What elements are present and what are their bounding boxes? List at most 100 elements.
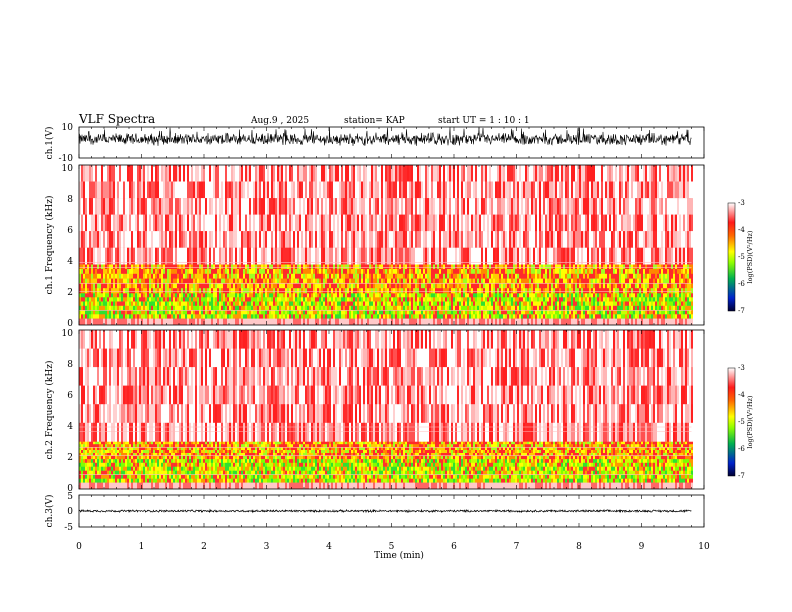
spectrogram-cell — [503, 310, 505, 315]
spectrogram-cell — [557, 214, 559, 232]
spectrogram-cell — [181, 181, 183, 199]
spectrogram-cell — [451, 288, 453, 294]
spectrogram-cell — [565, 293, 567, 298]
spectrogram-cell — [87, 305, 89, 311]
spectrogram-cell — [449, 181, 451, 199]
spectrogram-cell — [189, 214, 191, 232]
spectrogram-cell — [489, 247, 491, 265]
spectrogram-cell — [503, 181, 505, 199]
spectrogram-cell — [369, 283, 371, 289]
spectrogram-cell — [205, 283, 207, 289]
spectrogram-cell — [141, 214, 143, 232]
spectrogram-cell — [379, 273, 381, 279]
spectrogram-cell — [533, 264, 535, 270]
spectrogram-cell — [377, 214, 379, 232]
spectrogram-cell — [147, 288, 149, 294]
spectrogram-cell — [307, 165, 309, 182]
spectrogram-cell — [377, 301, 379, 307]
spectrogram-cell — [265, 297, 267, 302]
spectrogram-cell — [87, 231, 89, 248]
spectrogram-cell — [571, 288, 573, 294]
spectrogram-cell — [281, 310, 283, 315]
spectrogram-cell — [587, 269, 589, 275]
spectrogram-cell — [217, 165, 219, 182]
spectrogram-cell — [277, 305, 279, 311]
spectrogram-cell — [507, 273, 509, 279]
spectrogram-cell — [161, 165, 163, 182]
spectrogram-cell — [473, 318, 475, 325]
spectrogram-cell — [127, 314, 129, 319]
spectrogram-cell — [323, 297, 325, 302]
spectrogram-cell — [439, 310, 441, 315]
spectrogram-cell — [79, 310, 81, 315]
spectrogram-cell — [251, 165, 253, 182]
spectrogram-cell — [345, 288, 347, 294]
spectrogram-cell — [411, 310, 413, 315]
spectrogram-cell — [323, 283, 325, 289]
spectrogram-cell — [225, 297, 227, 302]
spectrogram-cell — [183, 165, 185, 182]
spectrogram-cell — [495, 293, 497, 298]
spectrogram-cell — [143, 269, 145, 275]
spectrogram-cell — [327, 310, 329, 315]
spectrogram-cell — [533, 247, 535, 265]
spectrogram-cell — [509, 278, 511, 284]
spectrogram-cell — [199, 165, 201, 182]
spectrogram-cell — [153, 305, 155, 311]
spectrogram-cell — [253, 214, 255, 232]
spectrogram-cell — [241, 165, 243, 182]
spectrogram-cell — [275, 264, 277, 270]
spectrogram-cell — [347, 165, 349, 182]
spectrogram-cell — [309, 297, 311, 302]
spectrogram-cell — [261, 293, 263, 298]
spectrogram-cell — [97, 181, 99, 199]
spectrogram-cell — [279, 288, 281, 294]
spectrogram-cell — [491, 247, 493, 265]
spectrogram-cell — [253, 231, 255, 248]
spectrogram-cell — [441, 181, 443, 199]
spectrogram-cell — [161, 269, 163, 275]
spectrogram-cell — [91, 214, 93, 232]
spectrogram-cell — [549, 214, 551, 232]
spectrogram-cell — [269, 231, 271, 248]
spectrogram-cell — [265, 165, 267, 182]
spectrogram-cell — [437, 297, 439, 302]
spectrogram-cell — [203, 283, 205, 289]
spectrogram-cell — [239, 297, 241, 302]
spectrogram-cell — [387, 165, 389, 182]
spectrogram-cell — [393, 318, 395, 325]
spectrogram-cell — [141, 181, 143, 199]
spectrogram-cell — [355, 247, 357, 265]
spectrogram-cell — [249, 198, 251, 215]
spectrogram-cell — [373, 314, 375, 319]
spectrogram-cell — [159, 310, 161, 315]
spectrogram-cell — [279, 198, 281, 215]
spectrogram-cell — [89, 264, 91, 270]
spectrogram-cell — [247, 297, 249, 302]
spectrogram-cell — [385, 264, 387, 270]
spectrogram-cell — [181, 264, 183, 270]
spectrogram-cell — [509, 297, 511, 302]
spectrogram-cell — [413, 283, 415, 289]
spectrogram-cell — [111, 288, 113, 294]
spectrogram-cell — [539, 314, 541, 319]
spectrogram-cell — [97, 283, 99, 289]
spectrogram-cell — [221, 247, 223, 265]
spectrogram-cell — [119, 273, 121, 279]
spectrogram-cell — [449, 269, 451, 275]
spectrogram-cell — [597, 293, 599, 298]
spectrogram-cell — [479, 269, 481, 275]
spectrogram-cell — [229, 247, 231, 265]
spectrogram-cell — [391, 288, 393, 294]
spectrogram-cell — [295, 198, 297, 215]
spectrogram-cell — [425, 297, 427, 302]
spectrogram-cell — [393, 301, 395, 307]
spectrogram-cell — [85, 293, 87, 298]
spectrogram-cell — [405, 288, 407, 294]
spectrogram-cell — [127, 301, 129, 307]
spectrogram-cell — [341, 283, 343, 289]
spectrogram-cell — [257, 273, 259, 279]
spectrogram-cell — [201, 314, 203, 319]
spectrogram-cell — [543, 214, 545, 232]
spectrogram-cell — [465, 283, 467, 289]
